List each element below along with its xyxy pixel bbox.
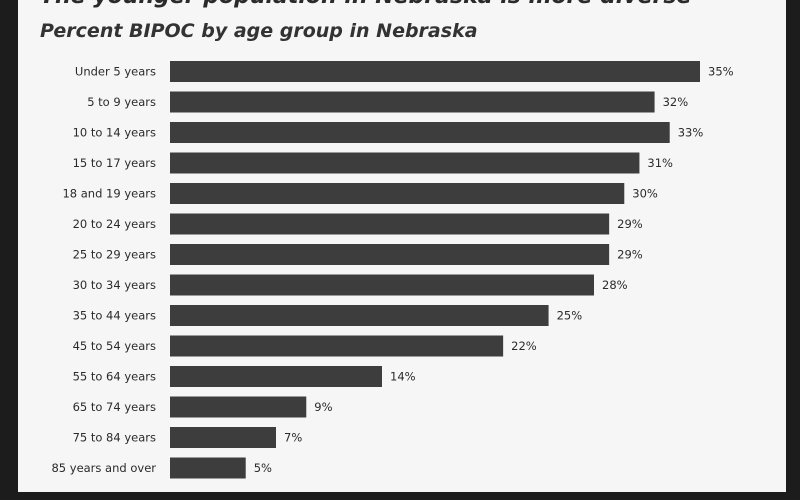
bar-chart: Under 5 years 35% 5 to 9 years 32% 10 to 14 … [51,61,734,479]
bar [170,427,276,448]
category-label: Under 5 years [75,65,156,79]
category-label: 45 to 54 years [73,339,156,353]
value-label: 30% [632,187,658,201]
value-label: 7% [284,431,302,445]
value-label: 14% [390,370,416,384]
chart-panel: The younger population in Nebraska is mo… [18,0,786,492]
bar [170,152,640,174]
bar [170,244,610,265]
value-label: 9% [314,400,332,414]
bar [170,274,594,296]
category-label: 20 to 24 years [73,217,156,231]
value-label: 32% [663,95,689,109]
bar [170,122,670,143]
bar [170,213,610,235]
value-label: 29% [617,217,643,231]
bar [170,366,382,387]
chart-title: The younger population in Nebraska is mo… [40,0,691,9]
bar [170,396,307,418]
value-label: 31% [647,156,673,170]
category-label: 75 to 84 years [73,431,156,445]
chart-subtitle: Percent BIPOC by age group in Nebraska [40,20,478,42]
bar [170,305,549,326]
value-label: 25% [557,309,583,323]
category-label: 15 to 17 years [73,156,156,170]
value-label: 35% [708,65,734,79]
bar [170,61,700,82]
value-label: 22% [511,339,537,353]
category-label: 30 to 34 years [73,278,156,292]
category-label: 35 to 44 years [73,309,156,323]
bar [170,457,246,479]
value-label: 29% [617,248,643,262]
value-label: 33% [678,126,704,140]
value-label: 5% [254,461,272,475]
category-label: 25 to 29 years [73,248,156,262]
bar [170,335,504,357]
value-label: 28% [602,278,628,292]
category-label: 65 to 74 years [73,400,156,414]
bar [170,183,625,204]
category-label: 85 years and over [51,461,156,475]
category-label: 5 to 9 years [87,95,156,109]
category-label: 18 and 19 years [62,187,156,201]
category-label: 10 to 14 years [73,126,156,140]
bar [170,91,655,113]
category-label: 55 to 64 years [73,370,156,384]
